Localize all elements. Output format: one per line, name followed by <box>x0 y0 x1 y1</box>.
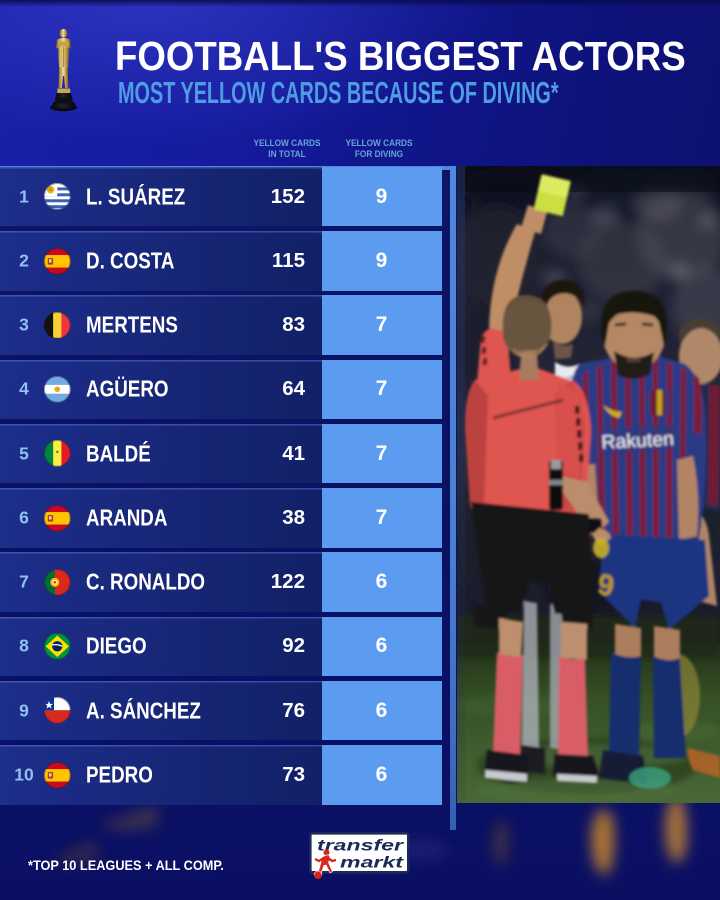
svg-text:markt: markt <box>340 855 404 872</box>
svg-text:9: 9 <box>595 568 616 603</box>
svg-text:transfer: transfer <box>317 838 404 855</box>
svg-text:Rakuten: Rakuten <box>601 428 675 454</box>
